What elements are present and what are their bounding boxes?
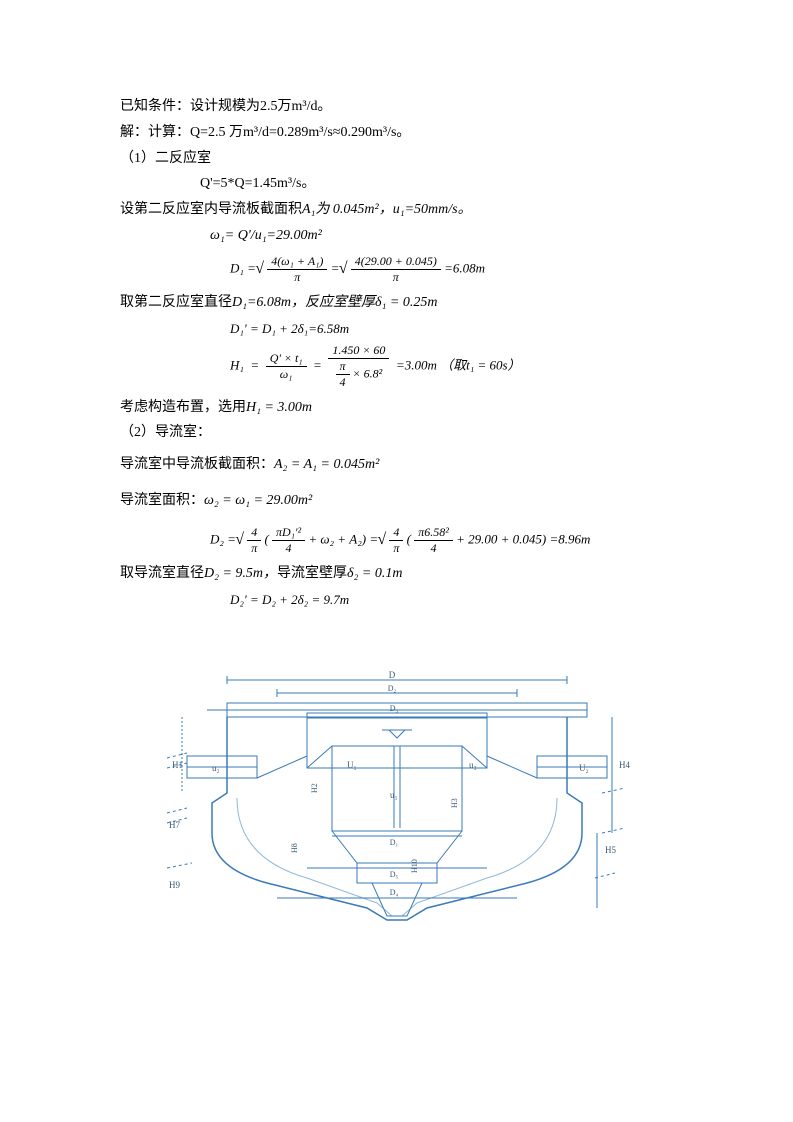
text-line: 取第二反应室直径D₁=6.08m，反应室壁厚δ₁ = 0.25m [120, 291, 673, 315]
label: U₁ [347, 760, 357, 770]
dim-label: H10 [410, 859, 419, 873]
text-line: 考虑构造布置，选用H₁ = 3.00m [120, 396, 673, 420]
dim-label: D₂ [387, 684, 396, 693]
text-line: 解：计算：Q=2.5 万m³/d=0.289m³/s≈0.290m³/s。 [120, 121, 673, 145]
text-line: 取导流室直径D₂ = 9.5m，导流室壁厚δ₂ = 0.1m [120, 562, 673, 586]
label: U₂ [579, 763, 589, 773]
dim-label: D₄ [389, 888, 398, 897]
dim-label: H1 [172, 760, 183, 770]
formula-line: ω₁= Q'/u₁=29.00m² [210, 224, 673, 248]
label: u₁ [390, 790, 398, 800]
section-heading: （2）导流室： [120, 421, 673, 445]
formula-d2p: D₂' = D₂ + 2δ₂ = 9.7m [230, 592, 673, 608]
text-line: 设第二反应室内导流板截面积A₁为 0.045m²，u₁=50mm/s。 [120, 198, 673, 222]
dim-label: D₁ [389, 838, 398, 847]
dim-label: H8 [290, 843, 299, 853]
text-line: 已知条件：设计规模为2.5万m³/d。 [120, 95, 673, 119]
section-heading: （1）二反应室 [120, 147, 673, 171]
label: u₃ [469, 760, 477, 770]
dim-label: H4 [619, 760, 630, 770]
dim-label: H9 [169, 880, 180, 890]
dim-label: H5 [605, 845, 616, 855]
dim-label: D₃ [389, 704, 398, 713]
dim-label: D [388, 670, 395, 680]
engineering-diagram: D D₂ u₂ U₂ D₃ [120, 668, 673, 933]
text-line: 导流室面积：ω₂ = ω₁ = 29.00m² [120, 489, 673, 513]
label: u₂ [212, 763, 220, 773]
formula-d1p: D₁' = D₁ + 2δ₁=6.58m [230, 321, 673, 337]
dim-label: H2 [310, 783, 319, 793]
formula-d1: D₁ = 4(ω₁ + A₁) π = 4(29.00 + 0.045) π =… [230, 254, 673, 285]
dim-label: D₅ [389, 870, 398, 879]
clarifier-cross-section: D D₂ u₂ U₂ D₃ [157, 668, 637, 928]
formula-line: Q'=5*Q=1.45m³/s。 [200, 172, 673, 196]
formula-h1: H₁ = Q' × t₁ ω₁ = 1.450 × 60 π 4 × 6.8² … [230, 343, 673, 390]
dim-label: H3 [450, 798, 459, 808]
text-line: 导流室中导流板截面积：A₂ = A₁ = 0.045m² [120, 453, 673, 477]
formula-d2: D₂ = 4 π ( πD₁'² 4 + ω₂ + A₂) = 4 π ( π6… [210, 525, 673, 556]
